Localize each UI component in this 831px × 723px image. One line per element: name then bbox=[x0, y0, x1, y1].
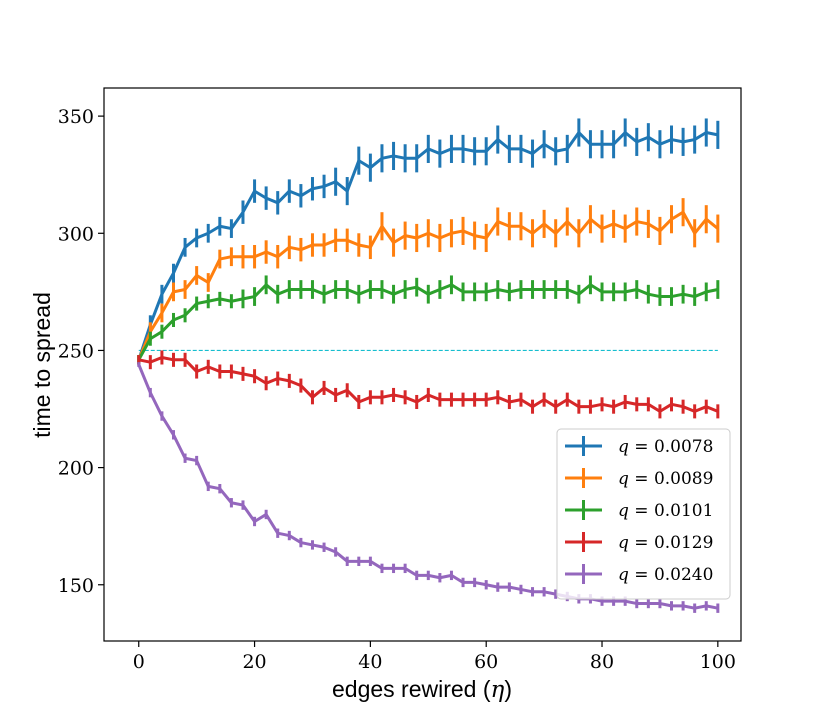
x-tick-label: 100 bbox=[700, 651, 736, 673]
legend: q = 0.0078 q = 0.0089 q = 0.0101 q = 0.0129… bbox=[556, 428, 731, 600]
legend-entry: q = 0.0129 bbox=[565, 532, 713, 553]
legend-label: q = 0.0089 bbox=[618, 469, 713, 489]
y-tick-label: 200 bbox=[58, 458, 94, 480]
x-tick-label: 40 bbox=[358, 651, 382, 673]
x-axis-ticks: 0 20 40 60 80 100 bbox=[133, 641, 736, 673]
y-tick-label: 150 bbox=[58, 575, 94, 597]
x-tick-label: 80 bbox=[590, 651, 614, 673]
series-1 bbox=[137, 118, 720, 365]
series-layer bbox=[137, 118, 720, 613]
plot-frame bbox=[103, 87, 742, 642]
x-axis-label: edges rewired (η) bbox=[332, 676, 512, 703]
legend-entry: q = 0.0240 bbox=[565, 564, 713, 585]
y-tick-label: 250 bbox=[58, 340, 94, 362]
series-4 bbox=[137, 350, 720, 419]
x-tick-label: 0 bbox=[133, 651, 145, 673]
legend-label: q = 0.0129 bbox=[618, 533, 713, 553]
legend-entry: q = 0.0089 bbox=[565, 468, 713, 489]
series-5 bbox=[137, 362, 720, 613]
x-tick-label: 20 bbox=[242, 651, 266, 673]
series-3 bbox=[137, 275, 720, 365]
legend-label: q = 0.0101 bbox=[618, 501, 713, 521]
y-axis-ticks: 150 200 250 300 350 bbox=[58, 106, 104, 597]
y-axis-label: time to spread bbox=[29, 292, 55, 438]
y-tick-label: 350 bbox=[58, 106, 94, 128]
series-2 bbox=[137, 198, 720, 365]
legend-label: q = 0.0078 bbox=[618, 437, 713, 457]
legend-entries: q = 0.0078 q = 0.0089 q = 0.0101 q = 0.0129… bbox=[565, 436, 713, 585]
y-tick-label: 300 bbox=[58, 223, 94, 245]
legend-box bbox=[556, 428, 731, 600]
legend-entry: q = 0.0078 bbox=[565, 436, 713, 457]
x-tick-label: 60 bbox=[474, 651, 498, 673]
legend-entry: q = 0.0101 bbox=[565, 500, 713, 521]
legend-label: q = 0.0240 bbox=[618, 565, 713, 585]
